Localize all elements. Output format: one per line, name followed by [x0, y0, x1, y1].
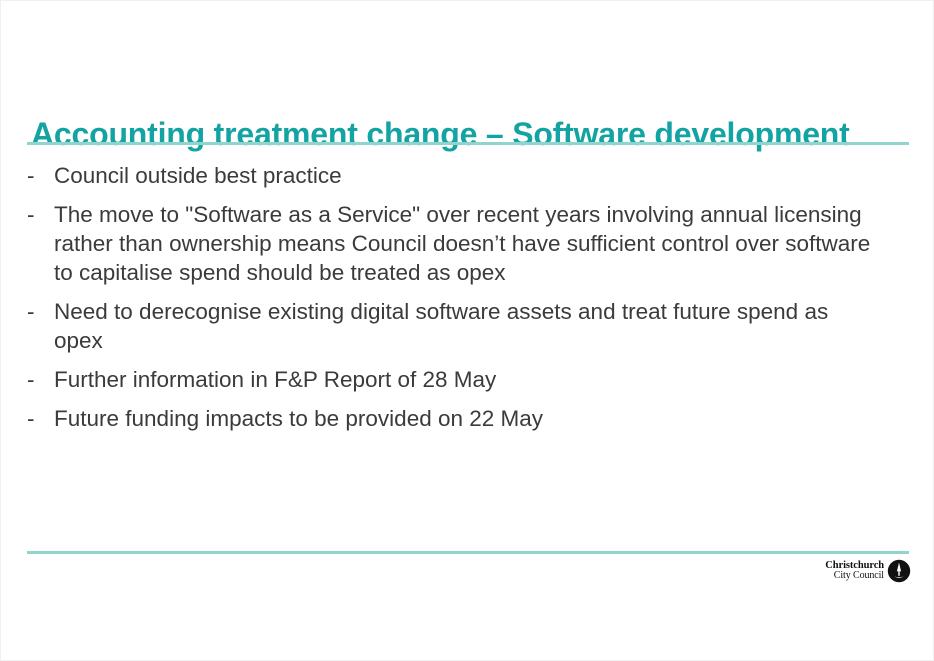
bullet-list: - Council outside best practice - The mo… — [27, 161, 913, 443]
footer-divider — [27, 551, 909, 554]
logo-line-city-council: City Council — [833, 570, 884, 582]
christchurch-chalice-icon — [887, 559, 911, 583]
page-title: Accounting treatment change – Software d… — [31, 116, 850, 153]
bullet-marker: - — [27, 367, 35, 392]
list-item: - Need to derecognise existing digital s… — [27, 297, 913, 355]
bullet-marker: - — [27, 299, 35, 324]
bullet-text: Council outside best practice — [54, 163, 342, 188]
logo-wordmark: Christchurch City Council — [825, 560, 884, 582]
list-item: - Further information in F&P Report of 2… — [27, 365, 913, 394]
bullet-marker: - — [27, 163, 35, 188]
list-item: - Future funding impacts to be provided … — [27, 404, 913, 433]
title-divider — [27, 142, 909, 145]
bullet-text: Need to derecognise existing digital sof… — [54, 299, 829, 353]
bullet-text: Future funding impacts to be provided on… — [54, 406, 544, 431]
bullet-marker: - — [27, 202, 35, 227]
list-item: - Council outside best practice — [27, 161, 913, 190]
bullet-text: The move to "Software as a Service" over… — [54, 202, 871, 285]
christchurch-city-council-logo: Christchurch City Council — [825, 559, 911, 583]
logo-line-christchurch: Christchurch — [825, 560, 884, 572]
bullet-marker: - — [27, 406, 35, 431]
bullet-text: Further information in F&P Report of 28 … — [54, 367, 497, 392]
list-item: - The move to "Software as a Service" ov… — [27, 200, 913, 287]
